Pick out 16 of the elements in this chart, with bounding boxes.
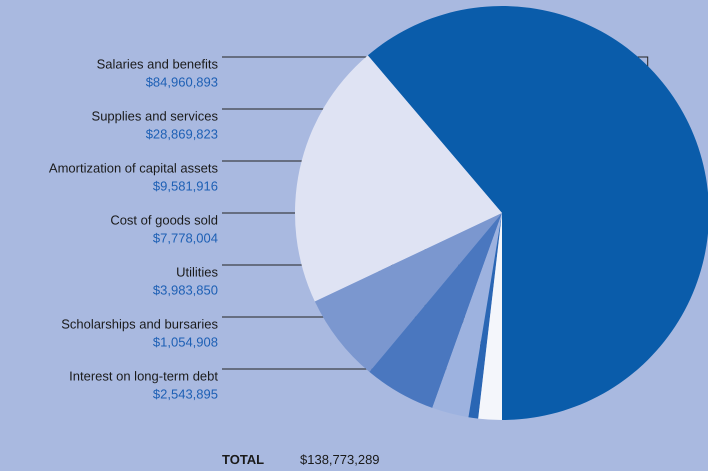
slice-label: Cost of goods sold [110,212,218,228]
slice-label: Interest on long-term debt [69,368,218,384]
slice-label: Utilities [176,264,218,280]
slice-label: Supplies and services [92,108,218,124]
data-label: $2,543,895 [152,386,218,402]
data-label: $9,581,916 [152,178,218,194]
data-label: $3,983,850 [152,282,218,298]
data-label: $1,054,908 [152,334,218,350]
slice-label: Amortization of capital assets [48,160,218,176]
slice-label: Salaries and benefits [96,56,218,72]
slice-label: Scholarships and bursaries [61,316,218,332]
data-label: $84,960,893 [146,74,218,90]
text: TOTAL [222,452,264,467]
data-label: $28,869,823 [146,126,218,142]
text: $138,773,289 [300,452,380,467]
data-label: $7,778,004 [152,230,218,246]
